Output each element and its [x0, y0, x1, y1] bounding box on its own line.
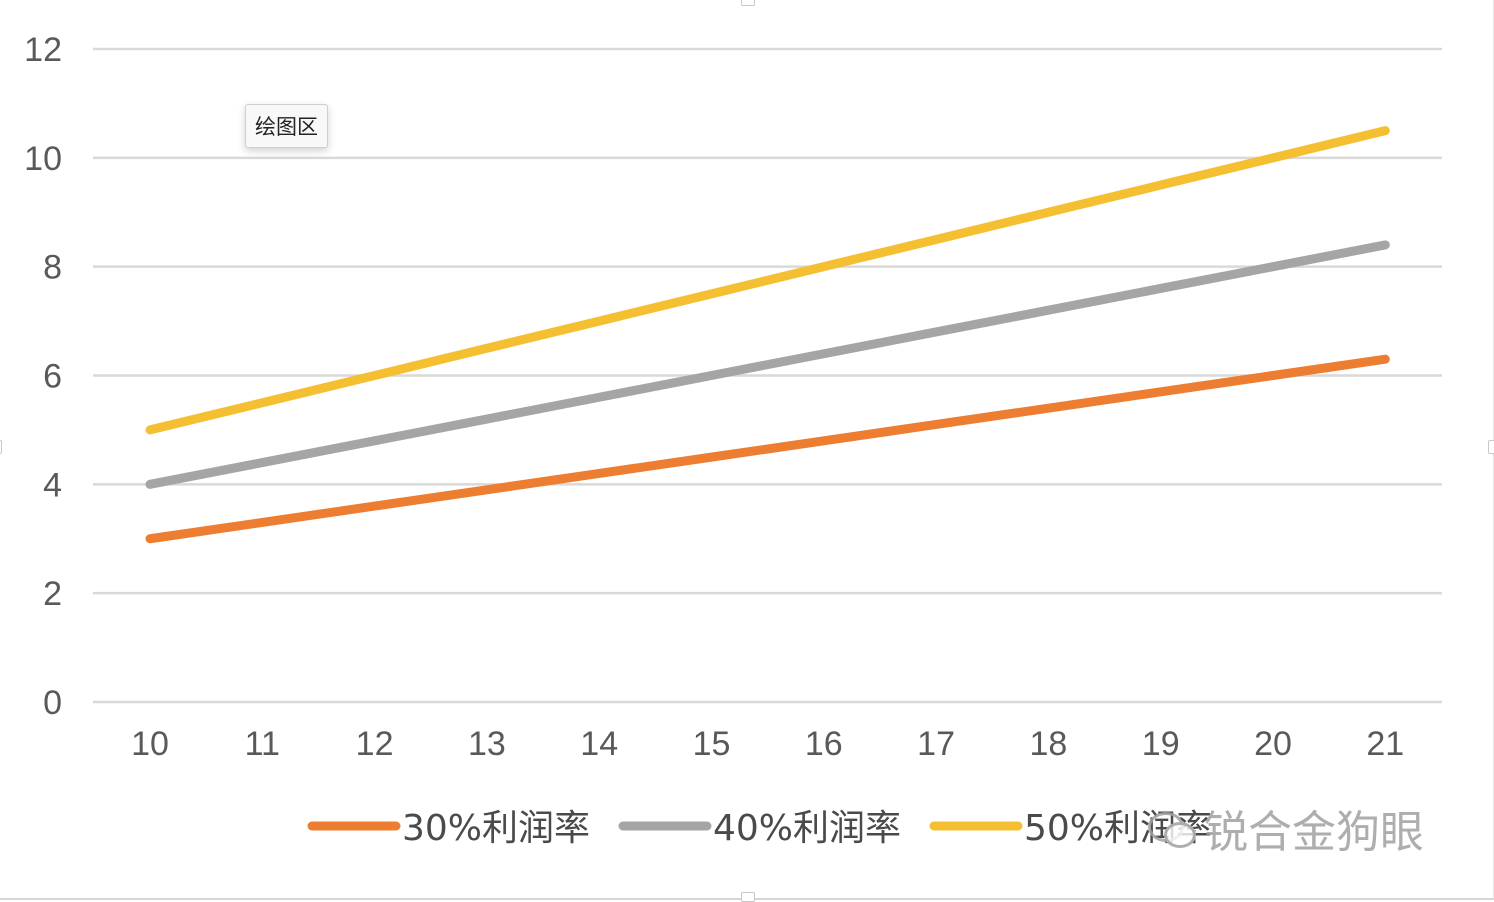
data-point: [1384, 358, 1386, 360]
data-point: [823, 266, 825, 268]
data-point: [261, 402, 263, 404]
series-path[interactable]: [145, 354, 1390, 544]
x-tick-label: 20: [1254, 725, 1292, 763]
x-tick-label: 10: [131, 725, 169, 763]
data-point: [823, 353, 825, 355]
x-tick-label: 14: [580, 725, 618, 763]
data-point: [935, 423, 937, 425]
data-point: [149, 483, 151, 485]
data-point: [598, 396, 600, 398]
data-point: [711, 375, 712, 376]
data-point: [1384, 130, 1386, 132]
x-tick-label: 19: [1142, 725, 1180, 763]
data-point: [711, 456, 712, 458]
data-point: [1384, 244, 1386, 246]
data-point: [1272, 157, 1274, 159]
data-point: [935, 331, 937, 333]
data-point: [149, 538, 151, 540]
series-line[interactable]: [145, 240, 1390, 489]
x-tick-label: 15: [693, 725, 731, 763]
series-path[interactable]: [145, 240, 1390, 489]
x-tick-label: 13: [468, 725, 506, 763]
data-point: [1047, 309, 1049, 311]
legend-item[interactable]: 40%利润率: [618, 808, 901, 849]
series-line[interactable]: [145, 126, 1390, 435]
data-point: [486, 347, 488, 349]
data-point: [1272, 266, 1274, 268]
series-line[interactable]: [145, 354, 1390, 544]
data-point: [1160, 391, 1162, 393]
y-tick-label: 0: [43, 684, 62, 722]
resize-handle-left[interactable]: [0, 440, 2, 454]
data-point: [261, 521, 263, 523]
data-point: [374, 440, 376, 442]
watermark-text: 锐合金狗眼: [1204, 807, 1424, 858]
y-tick-label: 10: [24, 140, 62, 178]
data-point: [1272, 375, 1274, 376]
data-point: [1047, 407, 1049, 409]
data-point: [486, 489, 488, 491]
x-tick-label: 12: [356, 725, 394, 763]
data-point: [598, 472, 600, 474]
legend-label: 40%利润率: [713, 808, 901, 849]
x-tick-label: 11: [245, 725, 280, 763]
plot-area-tooltip: 绘图区: [245, 104, 328, 148]
data-point: [935, 238, 937, 240]
data-point: [598, 320, 600, 322]
data-point: [823, 440, 825, 442]
data-point: [261, 462, 263, 464]
resize-handle-right[interactable]: [1488, 440, 1494, 454]
data-point: [486, 418, 488, 420]
x-tick-label: 17: [917, 725, 955, 763]
series-path[interactable]: [145, 126, 1390, 435]
legend-label: 30%利润率: [402, 808, 590, 849]
x-tick-label: 18: [1029, 725, 1067, 763]
wechat-icon: [1148, 808, 1196, 848]
y-tick-label: 4: [43, 466, 62, 504]
data-point: [711, 293, 712, 295]
resize-handle-top[interactable]: [741, 0, 755, 6]
legend-item[interactable]: 30%利润率: [307, 808, 590, 849]
x-tick-label: 21: [1366, 725, 1404, 763]
data-point: [1047, 211, 1049, 213]
y-tick-label: 6: [43, 358, 62, 396]
data-point: [374, 505, 376, 507]
watermark: 锐合金狗眼: [1148, 796, 1424, 860]
x-tick-label: 16: [805, 725, 843, 763]
y-tick-label: 12: [24, 31, 62, 69]
data-point: [1160, 287, 1162, 289]
y-tick-label: 2: [43, 575, 62, 613]
data-point: [149, 429, 151, 431]
data-point: [1160, 184, 1162, 186]
data-point: [374, 375, 376, 376]
y-tick-label: 8: [43, 249, 62, 287]
